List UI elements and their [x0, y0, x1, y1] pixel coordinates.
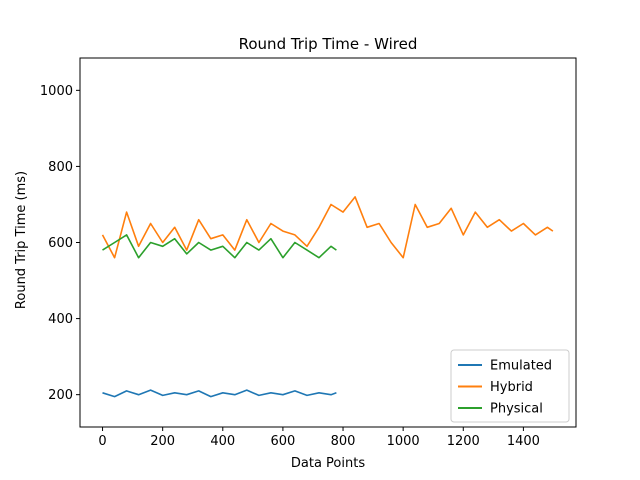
- series-line-physical: [102, 234, 337, 259]
- legend-label-physical: Physical: [490, 402, 543, 417]
- x-tick-label: 0: [98, 434, 106, 449]
- y-tick-label: 400: [48, 312, 73, 327]
- x-tick-label: 1200: [447, 434, 480, 449]
- series-layer: [101, 196, 554, 398]
- y-axis-label: Round Trip Time (ms): [14, 171, 29, 309]
- legend-label-hybrid: Hybrid: [490, 380, 533, 395]
- y-tick-label: 200: [48, 388, 73, 403]
- legend: Emulated Hybrid Physical: [450, 349, 570, 423]
- chart-title: Round Trip Time - Wired: [239, 35, 418, 53]
- y-axis: 200 400 600 800 1000: [40, 84, 80, 403]
- series-line-emulated: [102, 389, 337, 398]
- x-tick-label: 600: [270, 434, 295, 449]
- x-tick-label: 200: [150, 434, 175, 449]
- x-axis-label: Data Points: [291, 456, 365, 471]
- y-tick-label: 600: [48, 236, 73, 251]
- y-tick-label: 1000: [40, 84, 73, 99]
- x-tick-label: 400: [210, 434, 235, 449]
- x-tick-label: 1000: [387, 434, 420, 449]
- legend-label-emulated: Emulated: [490, 359, 552, 374]
- series-line-hybrid: [101, 196, 554, 259]
- y-tick-label: 800: [48, 160, 73, 175]
- x-tick-label: 1400: [507, 434, 540, 449]
- legend-box: [450, 349, 570, 423]
- x-tick-label: 800: [331, 434, 356, 449]
- x-axis: 0 200 400 600 800 1000 1200 1400: [98, 427, 540, 449]
